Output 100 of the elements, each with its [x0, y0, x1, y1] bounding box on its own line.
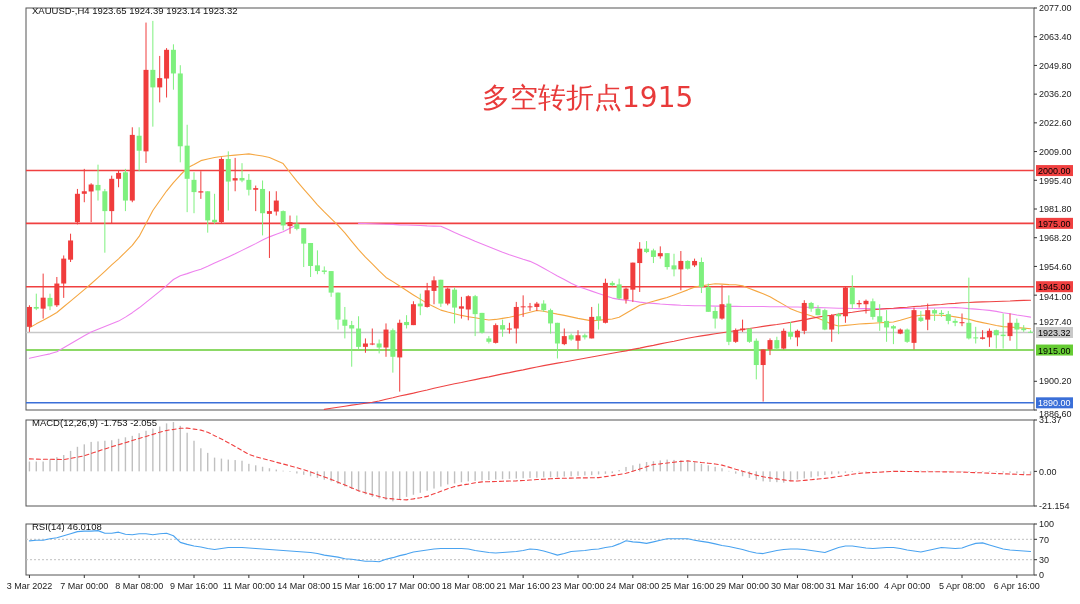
ref-line-label: 1945.00	[1038, 282, 1071, 293]
y-tick-label: 100	[1039, 519, 1055, 530]
y-tick-label: 1968.20	[1039, 232, 1072, 243]
candlestick	[849, 274, 855, 310]
candlestick	[890, 324, 896, 345]
candlestick	[589, 306, 595, 339]
y-tick-label: 2022.60	[1039, 118, 1072, 129]
candlestick	[273, 190, 279, 217]
y-tick-label: 2036.20	[1039, 89, 1072, 100]
candlestick	[712, 306, 718, 329]
candlestick	[328, 270, 334, 298]
candlestick	[246, 173, 252, 196]
x-tick-label: 7 Mar 00:00	[60, 581, 109, 591]
x-tick-label: 8 Mar 08:00	[115, 581, 164, 591]
ref-line-label: 2000.00	[1038, 166, 1071, 177]
candlestick	[376, 338, 382, 354]
candlestick	[225, 150, 231, 211]
candlestick	[294, 215, 300, 231]
ref-line-label: 1923.32	[1038, 327, 1071, 338]
candlestick	[438, 279, 444, 308]
y-tick-label: 0	[1039, 570, 1045, 581]
candlestick	[314, 249, 320, 275]
candlestick	[150, 20, 156, 128]
y-tick-label: -21.154	[1039, 501, 1070, 512]
candlestick	[458, 296, 464, 320]
candlestick	[952, 318, 958, 327]
y-tick-label: 1900.20	[1039, 376, 1072, 387]
candlestick	[596, 303, 602, 331]
candlestick	[136, 126, 142, 172]
candlestick	[986, 328, 992, 348]
candlestick	[68, 233, 74, 263]
candlestick	[884, 309, 890, 343]
candlestick	[170, 43, 176, 91]
y-tick-label: 1981.80	[1039, 204, 1072, 215]
x-tick-label: 5 Apr 08:00	[938, 581, 986, 591]
candlestick	[95, 164, 101, 202]
candlestick	[671, 253, 677, 277]
x-tick-label: 15 Mar 16:00	[332, 581, 386, 591]
candlestick	[836, 312, 842, 335]
candlestick	[616, 278, 622, 301]
y-tick-label: 2077.00	[1039, 3, 1072, 14]
candlestick	[349, 320, 355, 368]
candlestick	[47, 293, 53, 311]
x-tick-label: 25 Mar 16:00	[661, 581, 715, 591]
y-tick-label: 30	[1039, 554, 1050, 565]
x-tick-label: 4 Apr 00:00	[884, 581, 931, 591]
chart-title: MACD(12,26,9) -1.753 -2.055	[32, 417, 158, 428]
x-tick-label: 21 Mar 16:00	[496, 581, 550, 591]
y-tick-label: 1941.00	[1039, 292, 1072, 303]
candlestick	[308, 242, 314, 278]
annotation: 多空转折点1915	[482, 81, 694, 114]
candlestick	[383, 322, 389, 358]
x-tick-label: 24 Mar 08:00	[606, 581, 660, 591]
candlestick	[465, 294, 471, 321]
candlestick	[575, 329, 581, 350]
candlestick	[253, 185, 259, 212]
candlestick	[342, 306, 348, 339]
x-tick-label: 30 Mar 08:00	[770, 581, 824, 591]
candlestick	[767, 337, 773, 356]
candlestick	[280, 209, 286, 231]
x-tick-label: 18 Mar 08:00	[441, 581, 495, 591]
line-series	[28, 427, 1032, 501]
candlestick	[472, 294, 478, 337]
candlestick	[506, 322, 512, 335]
y-tick-label: 1995.40	[1039, 176, 1072, 187]
x-tick-label: 3 Mar 2022	[6, 581, 53, 591]
y-tick-label: 1954.60	[1039, 261, 1072, 272]
x-tick-label: 9 Mar 16:00	[169, 581, 219, 591]
y-tick-label: 2063.40	[1039, 31, 1072, 42]
chart-title: XAUUSD-,H4 1923.65 1924.39 1923.14 1923.32	[32, 5, 238, 16]
candlestick	[356, 315, 362, 350]
x-tick-label: 29 Mar 00:00	[716, 581, 770, 591]
x-tick-label: 6 Apr 16:00	[993, 581, 1040, 591]
x-tick-label: 23 Mar 00:00	[551, 581, 605, 591]
x-tick-label: 14 Mar 08:00	[277, 581, 331, 591]
candlestick	[301, 227, 307, 268]
y-tick-label: 2009.00	[1039, 146, 1072, 157]
candlestick	[102, 188, 108, 254]
candlestick	[554, 322, 560, 359]
ref-line-label: 1975.00	[1038, 218, 1071, 229]
candlestick	[520, 294, 526, 318]
candlestick	[157, 55, 163, 103]
x-tick-label: 17 Mar 00:00	[386, 581, 440, 591]
x-tick-label: 31 Mar 16:00	[825, 581, 879, 591]
candlestick	[925, 303, 931, 331]
candlestick	[513, 301, 519, 344]
y-tick-label: 2049.80	[1039, 60, 1072, 71]
candlestick	[191, 171, 197, 214]
candlestick	[877, 303, 883, 332]
candlestick	[829, 313, 835, 343]
candlestick	[959, 313, 965, 327]
candlestick	[26, 304, 32, 333]
x-tick-label: 11 Mar 00:00	[222, 581, 276, 591]
candlestick	[870, 298, 876, 321]
chart-title: RSI(14) 46.0108	[32, 521, 102, 532]
candlestick	[1007, 313, 1013, 342]
candlestick	[582, 333, 588, 340]
candlestick	[452, 287, 458, 324]
candlestick	[548, 308, 554, 335]
candlestick	[966, 277, 972, 340]
